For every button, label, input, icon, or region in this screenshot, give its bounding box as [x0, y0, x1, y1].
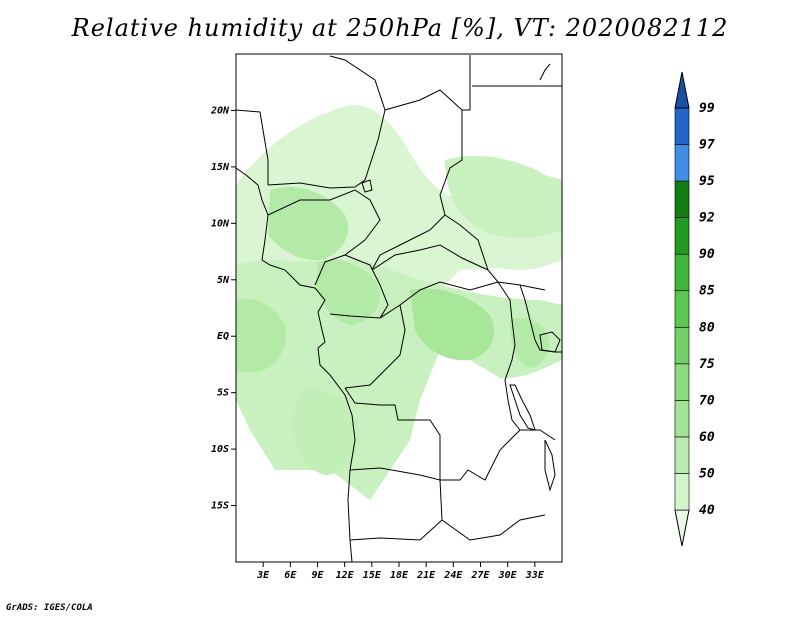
humidity-region-central [236, 259, 562, 500]
y-tick-label: 15S [211, 501, 229, 512]
colorbar-segment [674, 400, 690, 438]
x-tick-label: 18E [390, 570, 409, 581]
lake-chad [361, 179, 373, 193]
colorbar-segment [674, 436, 690, 474]
colorbar-label: 90 [699, 247, 715, 262]
humidity-patch-gabon [236, 298, 286, 372]
red-sea-coast [539, 63, 551, 81]
colorbar: 40 50 60 70 75 80 85 90 92 95 97 99 [674, 71, 715, 547]
border-east-3 [497, 281, 521, 431]
colorbar-segment-low [674, 509, 690, 547]
colorbar-segment [674, 107, 690, 145]
x-tick-label: 3E [256, 570, 270, 581]
colorbar-segment [674, 217, 690, 255]
x-tick-label: 6E [284, 570, 297, 581]
x-tick-label: 24E [443, 570, 463, 581]
humidity-patch-angola [292, 389, 361, 475]
x-tick-label: 9E [311, 570, 324, 581]
y-tick-label: 20N [210, 105, 230, 116]
x-tick-label: 30E [498, 570, 518, 581]
border-congo-3 [344, 387, 556, 481]
lake-tanganyika [509, 384, 536, 431]
colorbar-segment [674, 180, 690, 218]
border-north-3 [384, 55, 471, 111]
colorbar-label: 75 [699, 357, 715, 372]
x-tick-label: 27E [470, 570, 490, 581]
colorbar-segment [674, 253, 690, 292]
x-axis: 3E 6E 9E 12E 15E 18E 21E 24E 27E 30E 33E [256, 562, 545, 581]
grads-credit: GrADS: IGES/COLA [6, 603, 93, 613]
y-axis: 20N 15N 10N 5N EQ 5S 10S 15S [210, 105, 236, 512]
border-cameroon [329, 254, 389, 319]
colorbar-label: 50 [699, 466, 715, 481]
x-tick-label: 12E [336, 570, 355, 581]
border-congo-2 [344, 304, 406, 389]
colorbar-label: 40 [699, 503, 715, 518]
colorbar-segment [674, 363, 690, 401]
colorbar-label: 60 [699, 430, 715, 445]
colorbar-label: 70 [699, 393, 715, 408]
colorbar-segment [674, 144, 690, 182]
colorbar-label: 85 [699, 284, 715, 299]
border-south [349, 519, 443, 541]
colorbar-label: 92 [699, 211, 715, 226]
colorbar-label: 99 [699, 101, 715, 116]
lake-malawi [544, 439, 556, 492]
border-car [371, 244, 489, 271]
y-tick-label: 10S [211, 444, 229, 455]
x-tick-label: 33E [525, 570, 545, 581]
border-congo-1 [379, 281, 499, 319]
humidity-patch-congo [410, 288, 494, 361]
colorbar-segment-high [674, 71, 690, 109]
colorbar-segment [674, 290, 690, 328]
y-tick-label: 5N [217, 275, 230, 286]
humidity-shading [236, 105, 562, 500]
humidity-patch-east [445, 155, 562, 238]
border-nigeria [267, 189, 381, 286]
x-tick-label: 15E [363, 570, 382, 581]
border-north-1 [235, 109, 269, 185]
y-tick-label: 5S [217, 388, 229, 399]
y-tick-label: 10N [211, 218, 230, 229]
humidity-patch-cameroon [316, 259, 380, 325]
country-borders [235, 55, 562, 563]
map-title: Relative humidity at 250hPa [%], VT: 202… [71, 14, 729, 42]
colorbar-segment [674, 326, 690, 365]
colorbar-label: 80 [699, 320, 715, 335]
y-tick-label: 15N [211, 162, 230, 173]
y-tick-label: EQ [217, 331, 229, 342]
humidity-patch-lakes [510, 318, 550, 368]
x-tick-label: 21E [416, 570, 436, 581]
border-north-2 [267, 55, 386, 189]
lake-victoria [539, 331, 561, 353]
colorbar-label: 95 [699, 174, 715, 189]
colorbar-label: 97 [699, 138, 715, 153]
colorbar-segment [674, 473, 690, 511]
